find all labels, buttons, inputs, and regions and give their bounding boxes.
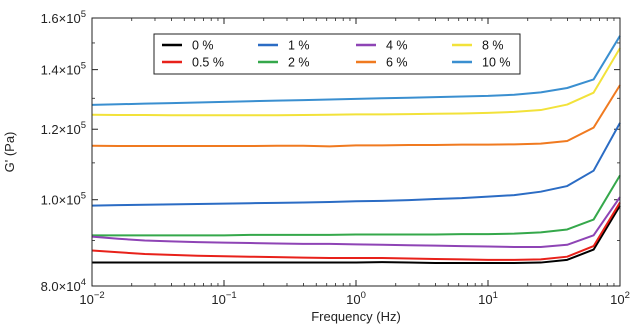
x-tick-label: 101 xyxy=(478,290,498,307)
y-axis-title: G' (Pa) xyxy=(2,132,17,173)
legend-label: 0.5 % xyxy=(192,56,224,70)
legend-label: 0 % xyxy=(192,39,214,53)
legend-label: 4 % xyxy=(386,39,408,53)
legend-label: 10 % xyxy=(482,56,511,70)
legend-entry: 10 % xyxy=(452,56,511,70)
y-tick-label: 1.0×105 xyxy=(41,191,86,208)
y-tick-label: 8.0×104 xyxy=(41,277,86,294)
legend-label: 1 % xyxy=(288,39,310,53)
y-tick-label: 1.4×105 xyxy=(41,61,86,78)
series-line-10 xyxy=(91,35,621,106)
series-line-0 xyxy=(92,205,621,265)
x-tick-label: 100 xyxy=(346,290,366,307)
legend-entry: 2 % xyxy=(258,56,310,70)
legend-label: 8 % xyxy=(482,39,504,53)
legend-entry: 0.5 % xyxy=(162,56,224,70)
plot-frame xyxy=(91,17,621,287)
legend-label: 6 % xyxy=(386,56,408,70)
series-line-0-5 xyxy=(91,201,621,261)
series-lines xyxy=(91,35,621,265)
series-line-6 xyxy=(91,84,621,148)
y-tick-label: 1.6×105 xyxy=(41,9,86,26)
series-line-8 xyxy=(91,47,621,117)
legend-entry: 1 % xyxy=(258,39,310,53)
legend-label: 2 % xyxy=(288,56,310,70)
legend-box xyxy=(153,33,521,75)
legend: 0 % 1 % 4 % 8 % 0.5 % 2 % 6 % 10 % xyxy=(153,33,521,75)
legend-entry: 4 % xyxy=(356,39,408,53)
legend-entry: 6 % xyxy=(356,56,408,70)
legend-entry: 0 % xyxy=(162,39,214,53)
x-tick-label: 10−2 xyxy=(79,290,104,307)
y-tick-label: 1.2×105 xyxy=(41,120,86,137)
series-line-1 xyxy=(91,122,621,207)
x-axis-title: Frequency (Hz) xyxy=(311,309,401,324)
legend-entry: 8 % xyxy=(452,39,504,53)
axes: 10−2 10−1 100 101 102 8.0×104 1.0×105 1.2×105 1.… xyxy=(41,9,630,307)
series-line-2 xyxy=(92,174,621,237)
x-tick-label: 10−1 xyxy=(211,290,236,307)
series-line-4 xyxy=(91,196,621,248)
x-tick-label: 102 xyxy=(610,290,630,307)
